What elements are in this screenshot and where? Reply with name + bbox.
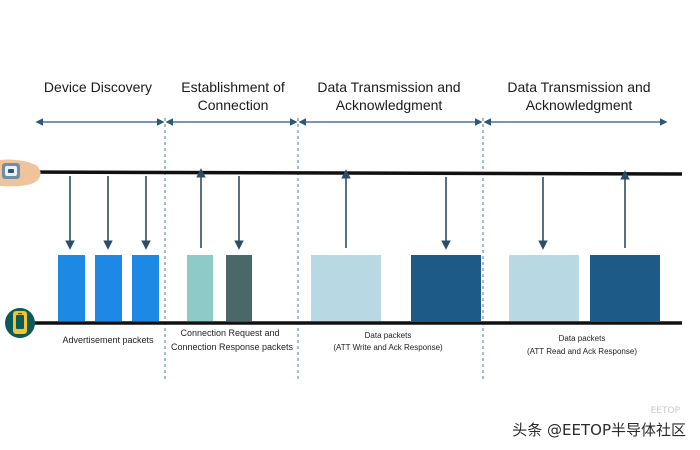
smartwatch-icon bbox=[0, 159, 41, 187]
connection-request-packet bbox=[187, 255, 213, 321]
phase-title-establishment-line1: Establishment of bbox=[181, 79, 285, 95]
connection-caption-line1: Connection Request and bbox=[180, 328, 279, 338]
read-response-packet bbox=[590, 255, 660, 321]
data-caption-1-line2: (ATT Write and Ack Response) bbox=[333, 343, 443, 352]
phase-title-data-transmission-2-line2: Acknowledgment bbox=[526, 97, 633, 113]
phase-dividers bbox=[164, 118, 484, 380]
packets bbox=[58, 255, 660, 321]
faint-watermark: EETOP bbox=[650, 406, 680, 416]
phone-icon bbox=[5, 308, 35, 338]
phase-title-establishment-line2: Connection bbox=[198, 97, 269, 113]
advertisement-packet-2 bbox=[95, 255, 122, 321]
data-caption-2-line1: Data packets bbox=[559, 334, 606, 343]
phase-title-data-transmission-1-line2: Acknowledgment bbox=[336, 97, 443, 113]
phase-title-device-discovery: Device Discovery bbox=[44, 79, 152, 95]
connection-response-packet bbox=[226, 255, 252, 321]
att-read-packet bbox=[509, 255, 579, 321]
advertisement-packet-1 bbox=[58, 255, 85, 321]
advertisement-packet-3 bbox=[132, 255, 159, 321]
advertisement-caption: Advertisement packets bbox=[62, 335, 154, 345]
connection-caption-line2: Connection Response packets bbox=[171, 342, 294, 352]
phase-title-data-transmission-2-line1: Data Transmission and bbox=[507, 79, 650, 95]
source-watermark: 头条 @EETOP半导体社区 bbox=[512, 421, 686, 439]
packet-captions: Advertisement packets Connection Request… bbox=[62, 328, 637, 356]
phase-title-data-transmission-1-line1: Data Transmission and bbox=[317, 79, 460, 95]
message-arrows bbox=[65, 168, 630, 250]
data-caption-2-line2: (ATT Read and Ack Response) bbox=[527, 347, 637, 356]
top-device-timeline bbox=[17, 170, 683, 176]
att-write-packet bbox=[311, 255, 381, 321]
write-ack-packet bbox=[411, 255, 481, 321]
data-caption-1-line1: Data packets bbox=[365, 331, 412, 340]
phase-titles: Device Discovery Establishment of Connec… bbox=[44, 79, 651, 113]
